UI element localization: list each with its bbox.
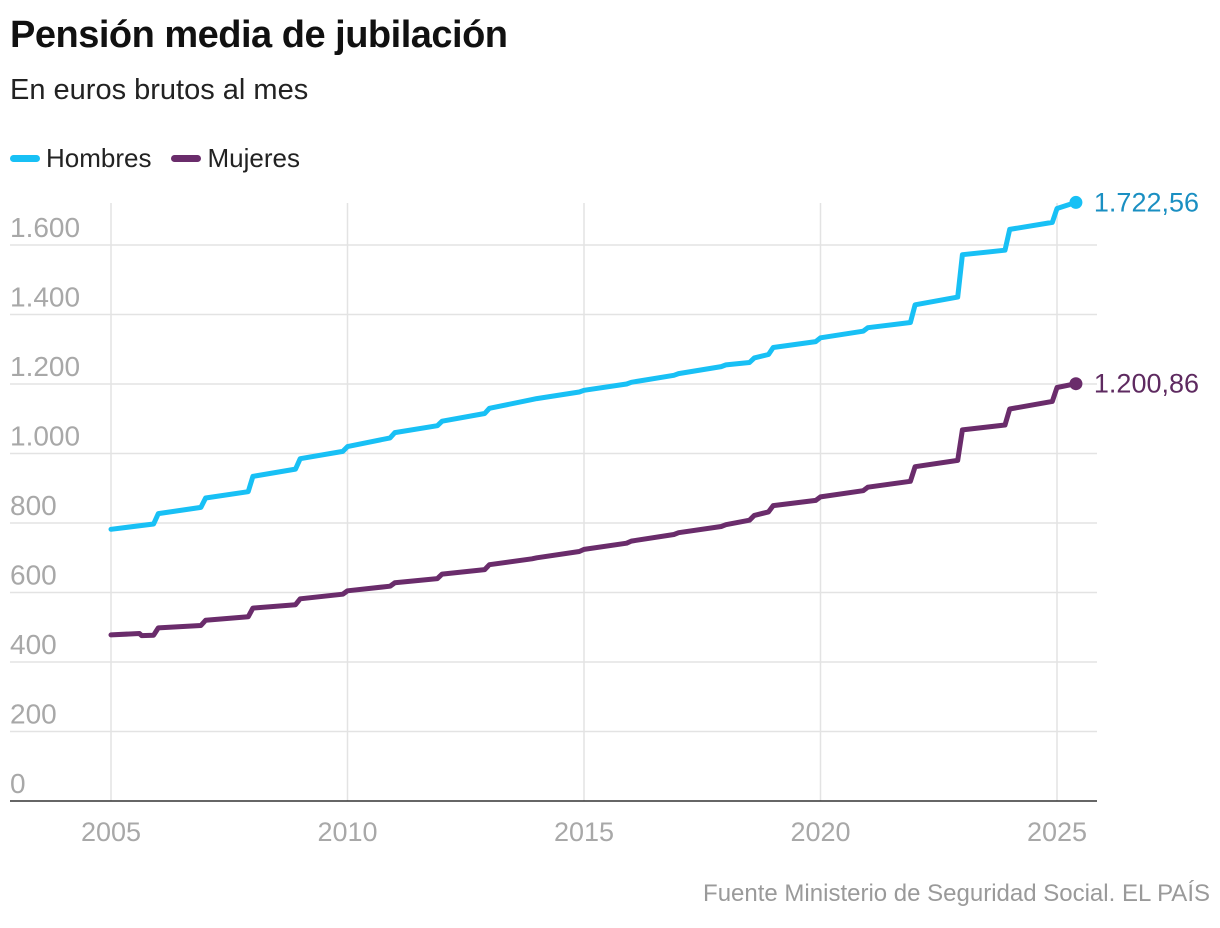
legend-swatch-mujeres (171, 155, 202, 162)
legend: Hombres Mujeres (10, 143, 320, 174)
y-tick-label-400: 400 (10, 629, 57, 660)
chart-title: Pensión media de jubilación (10, 14, 508, 56)
x-tick-label-2020: 2020 (790, 817, 850, 847)
x-tick-label-2005: 2005 (81, 817, 141, 847)
y-tick-label-600: 600 (10, 560, 57, 591)
x-tick-label-2010: 2010 (317, 817, 377, 847)
end-point-mujeres (1069, 377, 1083, 391)
series-line-hombres (108, 199, 1079, 532)
y-tick-label-1.600: 1.600 (10, 212, 80, 243)
end-label-hombres: 1.722,56 (1094, 187, 1199, 217)
y-tick-label-200: 200 (10, 699, 57, 730)
series-line-mujeres (108, 381, 1079, 639)
x-tick-label-2025: 2025 (1027, 817, 1087, 847)
x-tick-label-2015: 2015 (554, 817, 614, 847)
legend-swatch-hombres (10, 155, 40, 162)
legend-label-mujeres: Mujeres (207, 143, 300, 173)
legend-label-hombres: Hombres (46, 143, 152, 173)
y-tick-label-1.400: 1.400 (10, 282, 80, 313)
y-tick-label-0: 0 (10, 768, 26, 799)
end-point-hombres (1069, 195, 1083, 209)
end-label-mujeres: 1.200,86 (1094, 369, 1199, 399)
legend-item-hombres: Hombres (10, 143, 151, 174)
legend-item-mujeres: Mujeres (171, 143, 300, 174)
chart-subtitle: En euros brutos al mes (10, 74, 309, 106)
source-note: Fuente Ministerio de Seguridad Social. E… (703, 880, 1210, 907)
y-tick-label-800: 800 (10, 490, 57, 521)
y-tick-label-1.200: 1.200 (10, 351, 80, 382)
y-tick-label-1.000: 1.000 (10, 421, 80, 452)
